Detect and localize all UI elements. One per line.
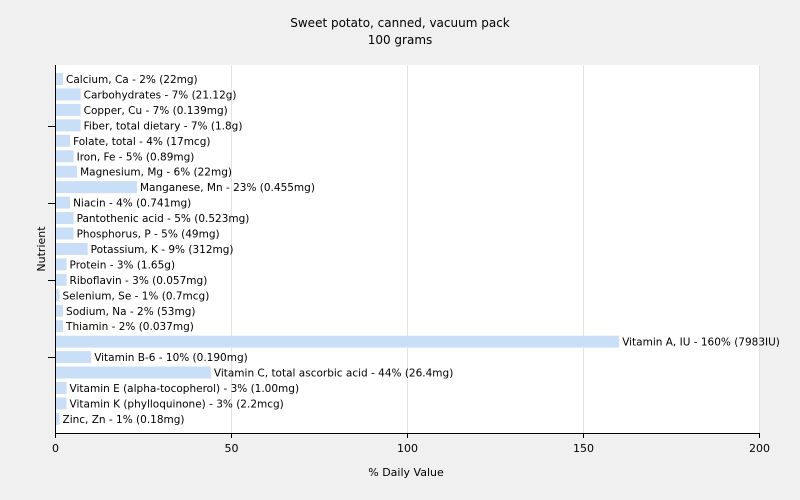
bar bbox=[56, 134, 71, 147]
bar-label: Folate, total - 4% (17mcg) bbox=[73, 136, 210, 148]
x-axis-label: % Daily Value bbox=[368, 466, 444, 479]
bar bbox=[56, 320, 64, 333]
bar-label: Carbohydrates - 7% (21.12g) bbox=[84, 89, 237, 101]
bar-label: Thiamin - 2% (0.037mg) bbox=[65, 321, 194, 333]
gridlines bbox=[231, 65, 760, 433]
bar bbox=[56, 351, 92, 364]
bar-label: Sodium, Na - 2% (53mg) bbox=[66, 306, 195, 318]
bar bbox=[56, 242, 88, 255]
bar bbox=[56, 212, 74, 225]
bar bbox=[56, 196, 71, 209]
bar bbox=[56, 289, 60, 302]
chart-subtitle: 100 grams bbox=[368, 33, 433, 47]
chart-title: Sweet potato, canned, vacuum pack bbox=[290, 16, 510, 30]
bar-label: Vitamin E (alpha-tocopherol) - 3% (1.00m… bbox=[70, 383, 300, 395]
bar-label: Niacin - 4% (0.741mg) bbox=[73, 198, 191, 210]
bar bbox=[56, 258, 67, 271]
x-tick-label: 150 bbox=[573, 442, 594, 455]
bar-label: Magnesium, Mg - 6% (22mg) bbox=[80, 167, 232, 179]
bar bbox=[56, 412, 60, 425]
bar bbox=[56, 227, 74, 240]
bar-label: Vitamin B-6 - 10% (0.190mg) bbox=[94, 352, 248, 364]
bar-label: Potassium, K - 9% (312mg) bbox=[91, 244, 234, 256]
bar-label: Vitamin C, total ascorbic acid - 44% (26… bbox=[214, 368, 453, 380]
bar-label: Fiber, total dietary - 7% (1.8g) bbox=[84, 120, 243, 132]
x-tick-label: 200 bbox=[749, 442, 770, 455]
bar-label: Vitamin A, IU - 160% (7983IU) bbox=[622, 337, 780, 349]
bar bbox=[56, 165, 78, 178]
bar-label: Manganese, Mn - 23% (0.455mg) bbox=[140, 182, 315, 194]
bar-label: Zinc, Zn - 1% (0.18mg) bbox=[63, 414, 185, 426]
y-axis-label: Nutrient bbox=[35, 226, 48, 272]
bar-label: Riboflavin - 3% (0.057mg) bbox=[70, 275, 208, 287]
bar-label: Vitamin K (phylloquinone) - 3% (2.2mcg) bbox=[70, 398, 284, 410]
bar-label: Copper, Cu - 7% (0.139mg) bbox=[84, 105, 228, 117]
x-tick-label: 50 bbox=[225, 442, 239, 455]
bar bbox=[56, 304, 64, 317]
bar-label: Calcium, Ca - 2% (22mg) bbox=[66, 74, 198, 86]
bar bbox=[56, 273, 67, 286]
axes: 0 50 100 150 200 bbox=[48, 65, 770, 455]
bar-label: Selenium, Se - 1% (0.7mcg) bbox=[63, 290, 210, 302]
bar bbox=[56, 335, 620, 348]
bar bbox=[56, 103, 81, 116]
x-tick-label: 100 bbox=[397, 442, 418, 455]
bar bbox=[56, 181, 137, 194]
bar bbox=[56, 366, 211, 379]
bars: Calcium, Ca - 2% (22mg) Carbohydrates - 7… bbox=[56, 73, 780, 426]
bar bbox=[56, 397, 67, 410]
bar-label: Iron, Fe - 5% (0.89mg) bbox=[77, 151, 195, 163]
bar-label: Protein - 3% (1.65g) bbox=[70, 259, 176, 271]
bar-label: Pantothenic acid - 5% (0.523mg) bbox=[77, 213, 250, 225]
bar bbox=[56, 73, 64, 85]
bar-label: Phosphorus, P - 5% (49mg) bbox=[77, 229, 220, 241]
bar bbox=[56, 382, 67, 394]
bar bbox=[56, 150, 74, 163]
bar bbox=[56, 119, 81, 132]
bar bbox=[56, 88, 81, 101]
x-tick-label: 0 bbox=[52, 442, 59, 455]
